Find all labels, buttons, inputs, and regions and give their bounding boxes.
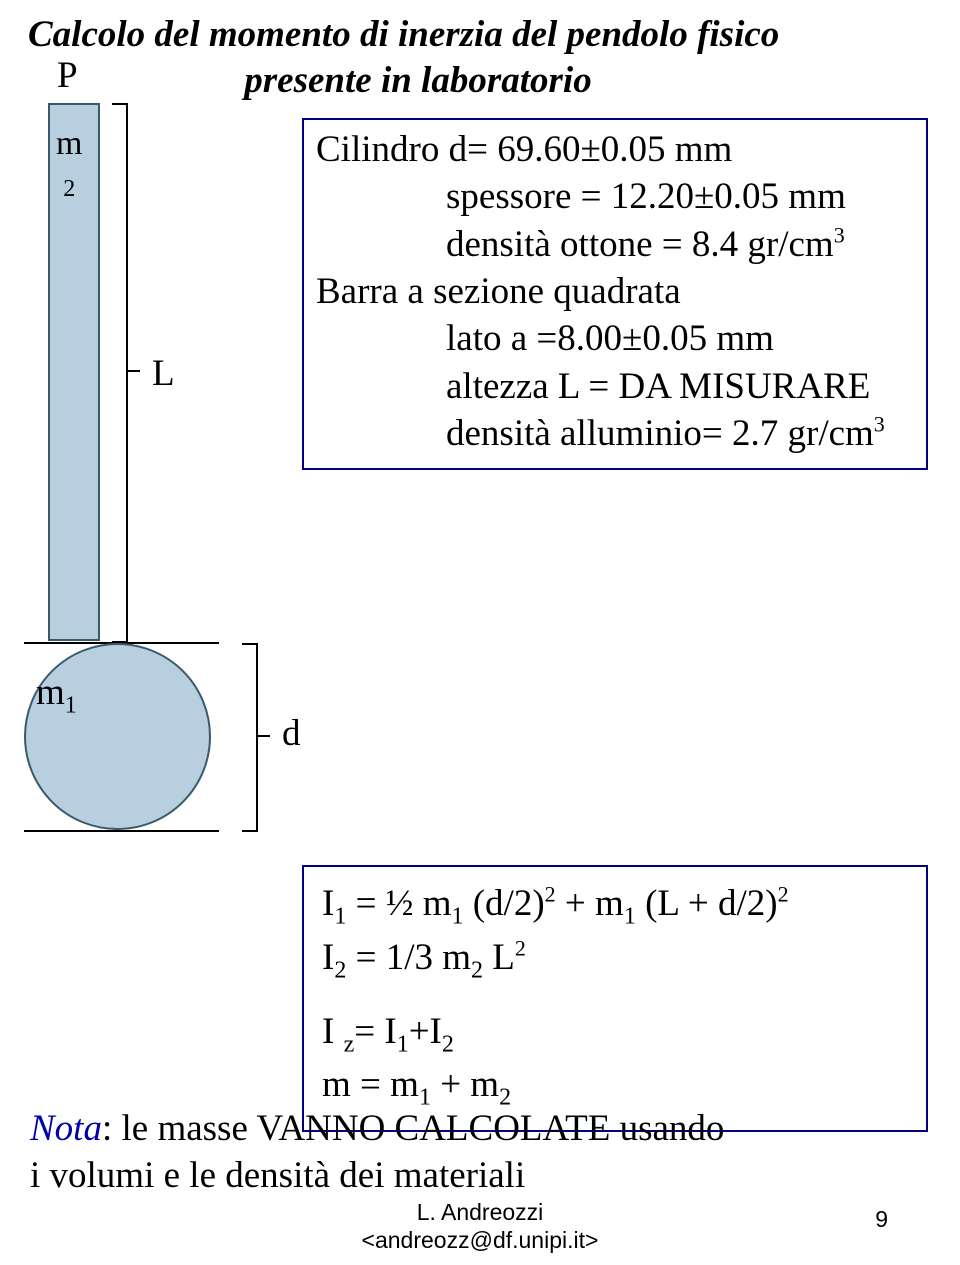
d-bracket-vertical — [256, 643, 258, 832]
diameter-d-label: d — [282, 712, 301, 755]
pendulum-diagram: P m 2 L m1 d — [24, 112, 284, 847]
d-bracket-bottom — [242, 830, 256, 832]
formula-Iz: I z= I1+I2 — [322, 1007, 908, 1061]
title-line-2: presente in laboratorio — [28, 58, 928, 104]
note-rest-2: i volumi e le densità dei materiali — [30, 1155, 525, 1196]
sphere-mass-label: m1 — [36, 671, 77, 719]
info-line-height: altezza L = DA MISURARE — [316, 363, 914, 410]
info-line-side: lato a =8.00±0.05 mm — [316, 315, 914, 362]
formula-I1: I1 = ½ m1 (d/2)2 + m1 (L + d/2)2 — [322, 879, 908, 933]
footer-author: L. Andreozzi — [417, 1199, 544, 1225]
info-line-bar: Barra a sezione quadrata — [316, 268, 914, 315]
m1-letter: m — [36, 672, 65, 713]
L-bracket-top — [112, 103, 126, 105]
title-line-1: Calcolo del momento di inerzia del pendo… — [28, 12, 928, 58]
footer: L. Andreozzi <andreozz@df.unipi.it> — [0, 1198, 960, 1256]
note-label: Nota — [30, 1108, 102, 1149]
pivot-label: P — [57, 54, 78, 97]
horizontal-line-bottom — [24, 830, 219, 832]
page-title: Calcolo del momento di inerzia del pendo… — [28, 12, 928, 105]
bar-mass-label: m 2 — [56, 127, 82, 201]
note-text: Nota: le masse VANNO CALCOLATE usando i … — [30, 1105, 930, 1200]
m2-subscript: 2 — [63, 176, 75, 202]
length-L-label: L — [152, 352, 175, 395]
footer-email: <andreozz@df.unipi.it> — [362, 1227, 599, 1253]
info-line-brass-density: densità ottone = 8.4 gr/cm3 — [316, 221, 914, 268]
L-bracket-vertical — [126, 103, 128, 643]
d-bracket-tick — [256, 735, 270, 737]
parameters-box: Cilindro d= 69.60±0.05 mm spessore = 12.… — [302, 118, 928, 470]
m2-letter: m — [56, 125, 82, 162]
info-line-thickness: spessore = 12.20±0.05 mm — [316, 173, 914, 220]
page-number: 9 — [875, 1206, 888, 1233]
m1-subscript: 1 — [65, 692, 77, 718]
note-rest-1: : le masse VANNO CALCOLATE usando — [102, 1108, 724, 1149]
info-line-cylinder: Cilindro d= 69.60±0.05 mm — [316, 126, 914, 173]
formula-gap — [322, 987, 908, 1007]
formulas-box: I1 = ½ m1 (d/2)2 + m1 (L + d/2)2 I2 = 1/… — [302, 865, 928, 1132]
d-bracket-top — [242, 643, 256, 645]
L-bracket-tick — [126, 370, 140, 372]
info-line-aluminium-density: densità alluminio= 2.7 gr/cm3 — [316, 410, 914, 457]
formula-I2: I2 = 1/3 m2 L2 — [322, 933, 908, 987]
